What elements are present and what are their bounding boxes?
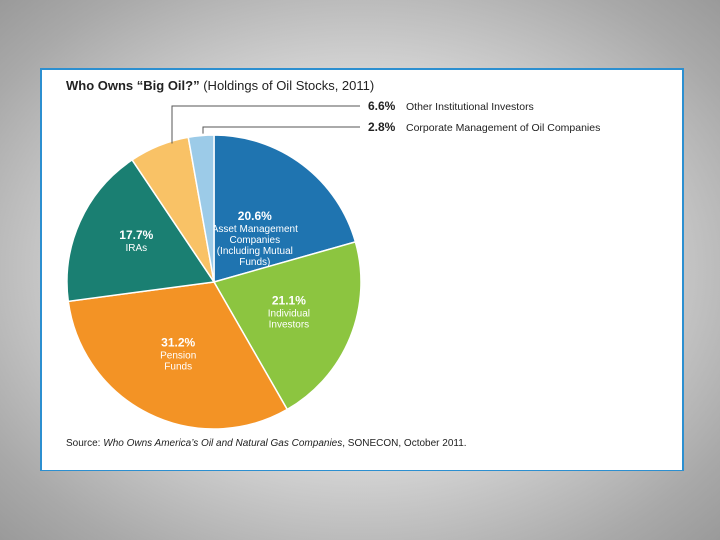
slice-value-label: 21.1% [272, 294, 306, 308]
callout-line [202, 126, 360, 134]
chart-title: Who Owns “Big Oil?” (Holdings of Oil Sto… [66, 78, 374, 93]
source-prefix: Source: [66, 438, 104, 449]
chart-title-bold: Who Owns “Big Oil?” [66, 78, 200, 93]
pie-slice-corporate-management-of-oil-companies [187, 134, 215, 283]
slice-category-label: Asset Management [212, 224, 298, 235]
callout-category-label: Corporate Management of Oil Companies [406, 122, 600, 134]
slice-value-label: 17.7% [119, 228, 153, 242]
source-suffix: , SONECON, October 2011. [342, 438, 467, 449]
slice-category-label: Companies [230, 235, 281, 246]
slice-label-iras: 17.7%IRAs [119, 228, 153, 254]
slice-category-label: Funds) [239, 257, 270, 268]
callout-value-label: 2.8% [368, 120, 396, 134]
pie-slice-individual [212, 240, 362, 411]
source-note: Source: Who Owns America’s Oil and Natur… [66, 438, 467, 449]
slice-category-label: Funds [164, 362, 192, 373]
pie-slice-asset-management [213, 134, 357, 283]
slice-category-label: IRAs [125, 243, 147, 254]
chart-title-rest: (Holdings of Oil Stocks, 2011) [199, 78, 375, 93]
pie-chart: 20.6%Asset ManagementCompanies(Including… [66, 99, 600, 430]
callout-category-label: Other Institutional Investors [406, 101, 534, 113]
source-title: Who Owns America’s Oil and Natural Gas C… [103, 438, 343, 449]
slice-category-label: Individual [268, 309, 310, 320]
title-rule [42, 68, 682, 70]
pie-slice-iras [66, 158, 216, 303]
callout-line [171, 105, 360, 144]
slice-category-label: Investors [269, 320, 310, 331]
slice-value-label: 31.2% [161, 336, 195, 350]
callout-value-label: 6.6% [368, 99, 396, 113]
slice-category-label: (Including Mutual [217, 246, 293, 257]
slide-card: Who Owns “Big Oil?” (Holdings of Oil Sto… [40, 68, 684, 471]
pie-slice-pension [67, 281, 289, 430]
slice-value-label: 20.6% [238, 209, 272, 223]
slice-label-asset-management: 20.6%Asset ManagementCompanies(Including… [212, 209, 298, 268]
slice-category-label: Pension [160, 351, 196, 362]
